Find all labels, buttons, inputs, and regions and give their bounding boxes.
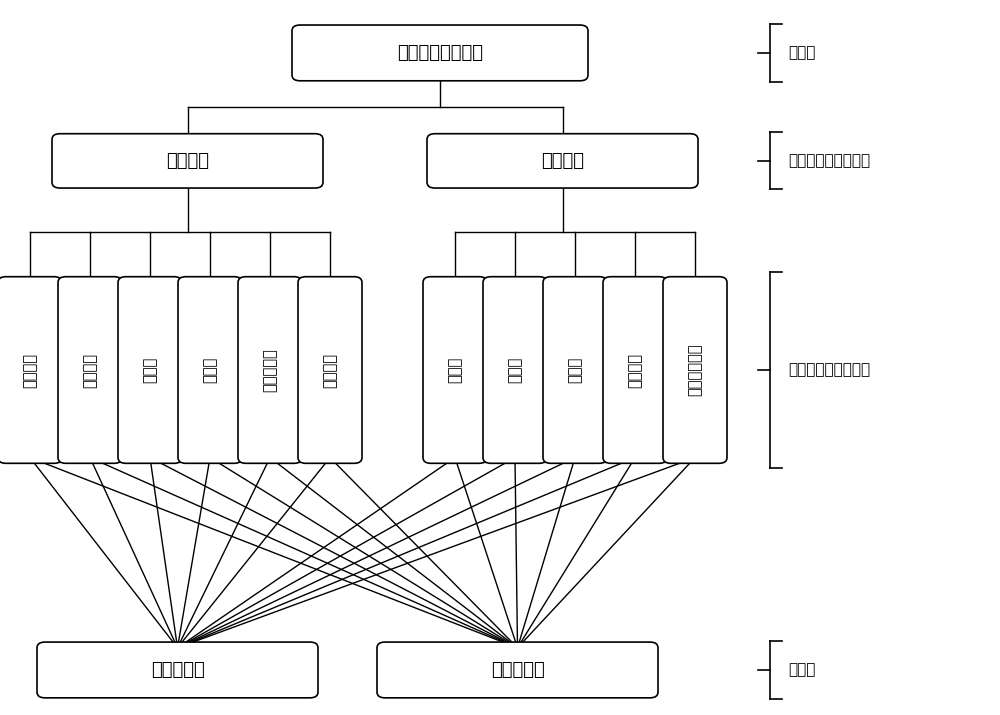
FancyBboxPatch shape [543, 277, 607, 463]
Text: 商品率: 商品率 [508, 357, 522, 383]
Text: 甘薯市场价值潜力: 甘薯市场价值潜力 [397, 44, 483, 62]
Text: 烘干率: 烘干率 [448, 357, 462, 383]
Text: 方案层: 方案层 [788, 663, 815, 677]
Text: 鲜薯产量: 鲜薯产量 [22, 352, 38, 388]
Text: 茎直径: 茎直径 [143, 357, 158, 383]
Text: 品质性状: 品质性状 [541, 152, 584, 170]
Text: 食用型甘薯: 食用型甘薯 [491, 661, 544, 679]
Text: 准则层：二级指标层: 准则层：二级指标层 [788, 363, 870, 378]
FancyBboxPatch shape [427, 134, 698, 188]
Text: 目的层: 目的层 [788, 46, 815, 60]
Text: 农艺性状: 农艺性状 [166, 152, 209, 170]
FancyBboxPatch shape [52, 134, 323, 188]
Text: 准则层：一级指标层: 准则层：一级指标层 [788, 154, 870, 168]
Text: 整齐度: 整齐度 [568, 357, 582, 383]
FancyBboxPatch shape [377, 642, 658, 698]
FancyBboxPatch shape [663, 277, 727, 463]
FancyBboxPatch shape [298, 277, 362, 463]
FancyBboxPatch shape [603, 277, 667, 463]
Text: 食用品质评分: 食用品质评分 [688, 344, 702, 396]
FancyBboxPatch shape [292, 25, 588, 81]
FancyBboxPatch shape [37, 642, 318, 698]
FancyBboxPatch shape [238, 277, 302, 463]
Text: 最长蔓长: 最长蔓长 [82, 352, 98, 388]
FancyBboxPatch shape [118, 277, 182, 463]
Text: 淀粉型甘薯: 淀粉型甘薯 [151, 661, 204, 679]
Text: 结薯习性: 结薯习性 [322, 352, 338, 388]
Text: 淀粉含量: 淀粉含量 [628, 352, 642, 388]
FancyBboxPatch shape [483, 277, 547, 463]
Text: 单株结薯数: 单株结薯数 [262, 348, 278, 392]
FancyBboxPatch shape [423, 277, 487, 463]
Text: 分枝数: 分枝数 [202, 357, 218, 383]
FancyBboxPatch shape [0, 277, 62, 463]
FancyBboxPatch shape [58, 277, 122, 463]
FancyBboxPatch shape [178, 277, 242, 463]
